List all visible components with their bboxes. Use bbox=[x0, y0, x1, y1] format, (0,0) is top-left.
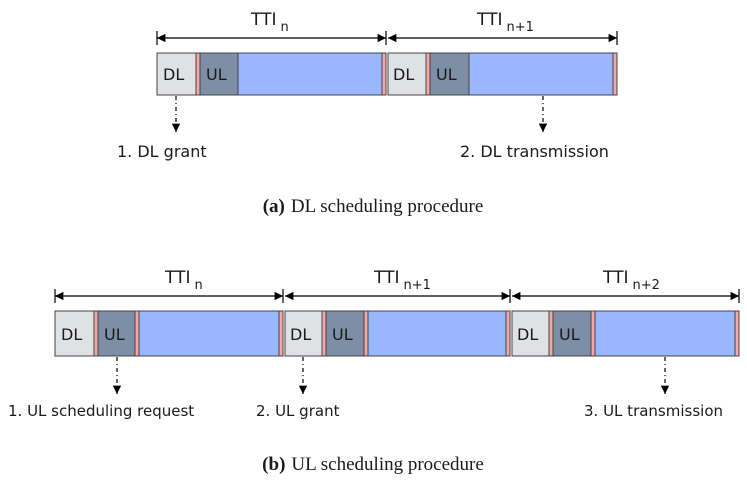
dl-segment bbox=[284, 310, 323, 357]
ul-label: UL bbox=[332, 325, 353, 344]
data-segment bbox=[367, 310, 507, 357]
data-segment bbox=[237, 52, 383, 96]
data-segment bbox=[138, 310, 280, 357]
tti-label-b-2: TTI n+2 bbox=[602, 268, 660, 293]
frame-b-0: DL UL bbox=[54, 310, 284, 357]
ul-label: UL bbox=[436, 65, 457, 84]
dl-label: DL bbox=[61, 325, 82, 344]
guard-segment bbox=[734, 310, 740, 357]
frame-a-0: DL UL bbox=[156, 52, 387, 96]
dl-label: DL bbox=[163, 65, 184, 84]
diagram-a: TTI n TTI n+1 DL UL DL UL bbox=[117, 10, 618, 217]
ul-segment bbox=[325, 310, 365, 357]
dl-segment bbox=[54, 310, 95, 357]
event-label-b-0: 1. UL scheduling request bbox=[8, 402, 194, 420]
tti-span-b-1: TTI n+1 bbox=[285, 268, 511, 303]
ul-label: UL bbox=[206, 65, 227, 84]
dl-segment bbox=[387, 52, 427, 96]
caption-a: (a) DL scheduling procedure bbox=[263, 196, 484, 217]
guard-segment bbox=[612, 52, 618, 96]
tti-label-b-0: TTI n bbox=[164, 268, 203, 293]
dl-segment bbox=[511, 310, 550, 357]
guard-segment bbox=[425, 52, 431, 96]
caption-b: (b) UL scheduling procedure bbox=[262, 454, 484, 475]
ul-label: UL bbox=[559, 325, 580, 344]
tti-span-b-0: TTI n bbox=[54, 268, 284, 303]
ul-segment bbox=[199, 52, 239, 96]
ul-label: UL bbox=[104, 325, 125, 344]
guard-segment bbox=[93, 310, 99, 357]
guard-segment bbox=[134, 310, 140, 357]
dl-label: DL bbox=[290, 325, 311, 344]
frame-a-1: DL UL bbox=[387, 52, 618, 96]
guard-segment bbox=[195, 52, 201, 96]
ul-segment bbox=[97, 310, 136, 357]
guard-segment bbox=[590, 310, 596, 357]
frame-b-1: DL UL bbox=[284, 310, 511, 357]
tti-label-a-0: TTI n bbox=[250, 10, 289, 35]
tti-span-b-2: TTI n+2 bbox=[512, 268, 740, 303]
ul-segment bbox=[552, 310, 592, 357]
data-segment bbox=[594, 310, 736, 357]
event-label-a-1: 2. DL transmission bbox=[460, 142, 609, 161]
dl-label: DL bbox=[393, 65, 414, 84]
event-label-b-1: 2. UL grant bbox=[256, 402, 340, 420]
tti-span-a-0: TTI n bbox=[156, 10, 387, 45]
guard-segment bbox=[505, 310, 511, 357]
guard-segment bbox=[548, 310, 554, 357]
guard-segment bbox=[321, 310, 327, 357]
event-label-b-2: 3. UL transmission bbox=[584, 402, 723, 420]
event-label-a-0: 1. DL grant bbox=[117, 142, 207, 161]
guard-segment bbox=[363, 310, 369, 357]
tti-label-a-1: TTI n+1 bbox=[476, 10, 534, 35]
tti-span-a-1: TTI n+1 bbox=[388, 10, 618, 45]
diagram-b: TTI n TTI n+1 TTI n+2 DL UL bbox=[8, 268, 740, 475]
data-segment bbox=[468, 52, 614, 96]
guard-segment bbox=[381, 52, 387, 96]
frame-b-2: DL UL bbox=[511, 310, 740, 357]
dl-segment bbox=[156, 52, 197, 96]
tti-label-b-1: TTI n+1 bbox=[373, 268, 431, 293]
guard-segment bbox=[278, 310, 284, 357]
dl-label: DL bbox=[517, 325, 538, 344]
